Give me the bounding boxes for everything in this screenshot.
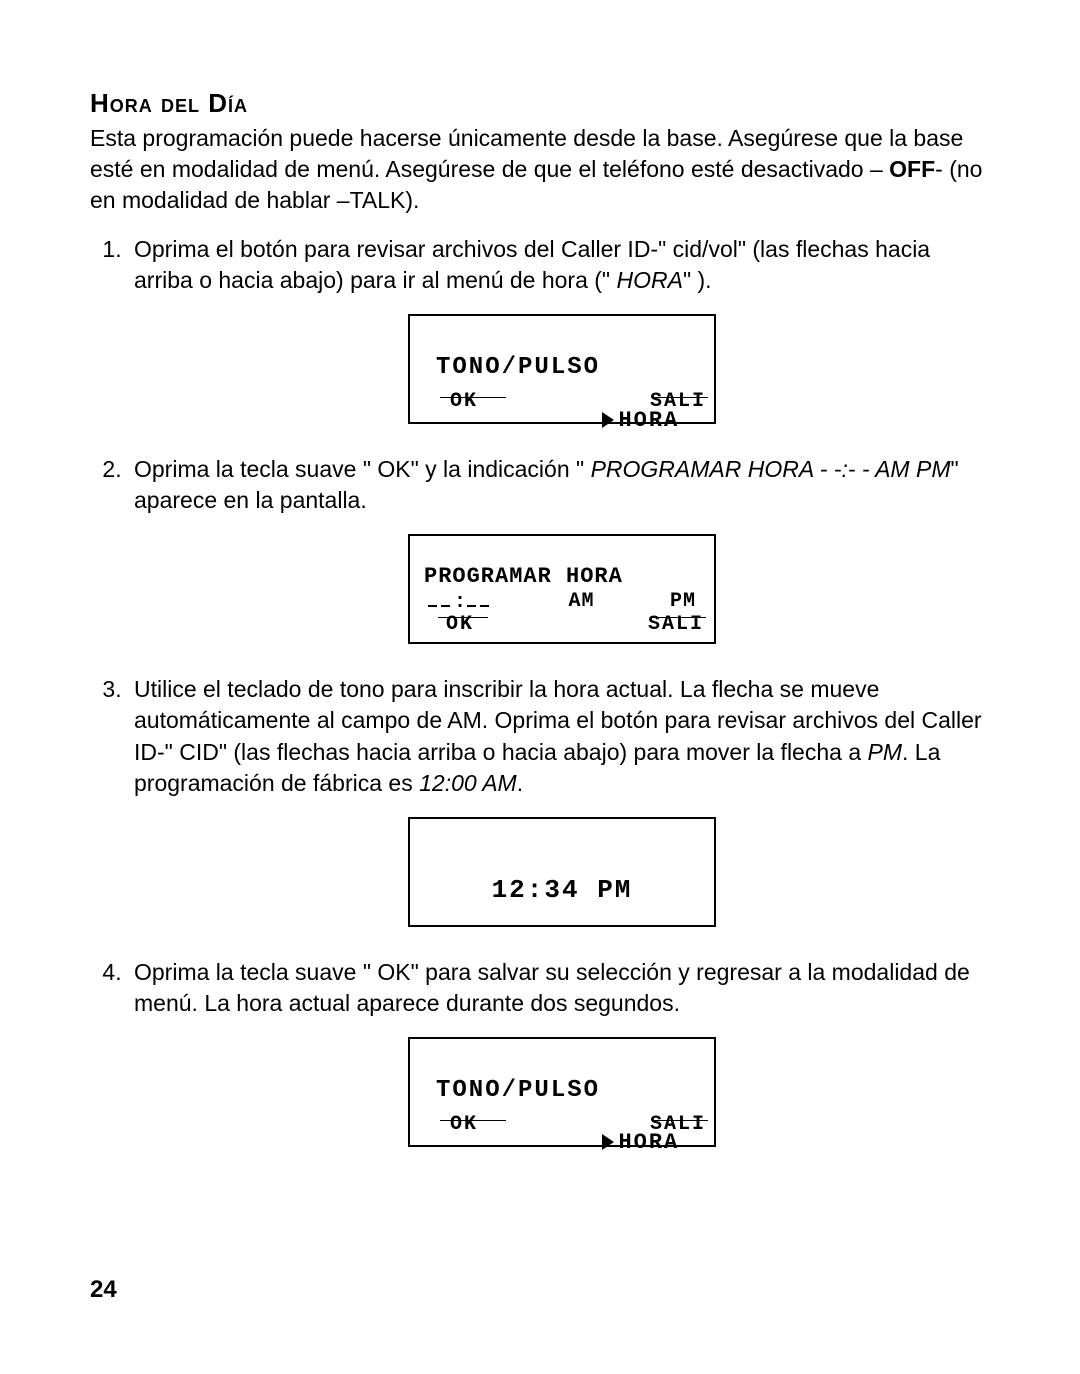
step-3d: 12:00 AM (419, 770, 517, 796)
lcd-screen-1: TONO/PULSO HORA OK SALI (408, 314, 716, 424)
lcd-screen-4: TONO/PULSO HORA OK SALI (408, 1037, 716, 1147)
lcd4-line3: OK SALI (450, 1111, 706, 1141)
step-1c: " ). (683, 267, 712, 293)
lcd2-sali: SALI (648, 611, 704, 638)
step-1a: Oprima el botón para revisar archivos de… (134, 236, 930, 293)
lcd1-line3: OK SALI (450, 388, 706, 418)
step-3a: Utilice el teclado de tono para inscribi… (134, 676, 982, 764)
step-1b: HORA (616, 267, 682, 293)
lcd2-ok: OK (446, 611, 474, 638)
lcd-screen-3: 12:34 PM (408, 817, 716, 927)
lcd2-line3: OK SALI (446, 611, 704, 638)
lcd3-time: 12:34 PM (410, 873, 714, 908)
step-3e: . (517, 770, 523, 796)
intro-off: OFF (889, 156, 935, 182)
lcd1-ok: OK (450, 388, 478, 418)
step-4: Oprima la tecla suave " OK" para salvar … (128, 957, 990, 1155)
step-1: Oprima el botón para revisar archivos de… (128, 234, 990, 432)
intro-text-a: Esta programación puede hacerse únicamen… (90, 125, 963, 182)
lcd-screen-2: PROGRAMAR HORA : AM PM OK SALI (408, 534, 716, 644)
page-number: 24 (90, 1276, 117, 1304)
step-3b: PM (868, 739, 903, 765)
lcd1-sali: SALI (650, 388, 706, 418)
step-2: Oprima la tecla suave " OK" y la indicac… (128, 454, 990, 652)
lcd4-sali: SALI (650, 1111, 706, 1141)
step-3: Utilice el teclado de tono para inscribi… (128, 674, 990, 934)
intro-paragraph: Esta programación puede hacerse únicamen… (90, 123, 990, 216)
step-4-text: Oprima la tecla suave " OK" para salvar … (134, 959, 970, 1016)
lcd4-ok: OK (450, 1111, 478, 1141)
section-title: Hora del Día (90, 88, 990, 119)
